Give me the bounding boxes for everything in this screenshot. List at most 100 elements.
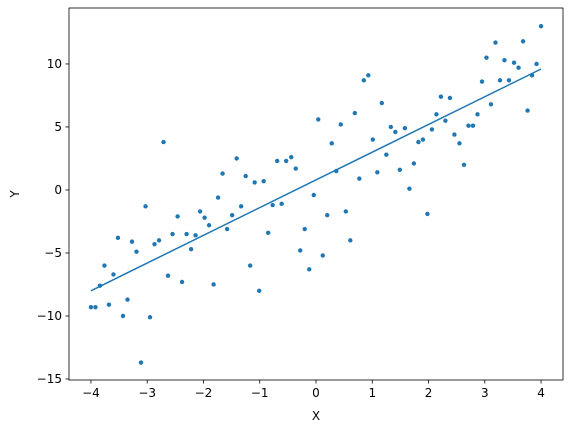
scatter-point xyxy=(215,195,221,200)
scatter-point xyxy=(165,273,171,278)
scatter-point xyxy=(506,78,512,83)
scatter-point xyxy=(438,94,444,99)
scatter-point xyxy=(184,231,189,237)
y-tick-label: −5 xyxy=(44,246,62,260)
scatter-point xyxy=(106,302,112,307)
scatter-point xyxy=(252,180,257,185)
scatter-point xyxy=(502,57,507,63)
scatter-point xyxy=(129,239,135,244)
scatter-point xyxy=(343,209,349,214)
scatter-point xyxy=(211,282,216,287)
scatter-point xyxy=(234,156,239,161)
scatter-point xyxy=(447,95,453,101)
y-axis-label: Y xyxy=(8,190,22,199)
scatter-point xyxy=(202,215,207,220)
scatter-point xyxy=(261,178,266,184)
scatter-point xyxy=(170,231,175,237)
scatter-point xyxy=(88,304,94,310)
scatter-point xyxy=(111,272,116,277)
scatter-point xyxy=(525,108,530,113)
scatter-point xyxy=(520,39,526,44)
scatter-point xyxy=(393,129,398,135)
scatter-point xyxy=(102,263,107,268)
scatter-point xyxy=(316,117,321,122)
scatter-point xyxy=(270,202,275,208)
scatter-point xyxy=(265,230,271,236)
scatter-point xyxy=(479,79,485,84)
scatter-point xyxy=(274,158,280,164)
y-tick-label: 0 xyxy=(54,183,62,197)
scatter-point xyxy=(484,55,489,60)
scatter-point xyxy=(307,267,312,272)
scatter-point xyxy=(407,186,412,191)
scatter-point xyxy=(397,167,403,173)
x-tick-label: −1 xyxy=(251,386,269,400)
scatter-point xyxy=(429,127,435,132)
scatter-point xyxy=(388,124,394,130)
x-tick-label: −2 xyxy=(195,386,213,400)
x-tick-label: 3 xyxy=(481,386,489,400)
scatter-point xyxy=(247,263,253,268)
scatter-point xyxy=(120,313,126,319)
scatter-point xyxy=(325,212,330,218)
x-tick-label: −3 xyxy=(138,386,156,400)
y-tick-label: −10 xyxy=(37,309,62,323)
scatter-point xyxy=(348,238,353,243)
scatter-point xyxy=(452,132,457,137)
scatter-point xyxy=(298,248,303,253)
x-tick-label: −4 xyxy=(82,386,100,400)
scatter-point xyxy=(402,126,408,131)
regression-line xyxy=(90,68,542,292)
x-tick-label: 1 xyxy=(368,386,376,400)
x-tick-label: 4 xyxy=(537,386,545,400)
scatter-point xyxy=(256,288,262,293)
scatter-point xyxy=(425,211,430,217)
scatter-point xyxy=(188,246,194,252)
scatter-point xyxy=(338,122,343,127)
scatter-point xyxy=(193,233,198,238)
axes-frame xyxy=(68,7,564,381)
scatter-point xyxy=(138,360,144,365)
scatter-point xyxy=(461,162,467,167)
x-tick-label: 0 xyxy=(312,386,320,400)
scatter-point xyxy=(320,253,325,258)
scatter-point xyxy=(375,170,380,175)
scatter-point xyxy=(475,112,480,117)
scatter-point xyxy=(357,176,362,181)
scatter-point xyxy=(293,166,298,171)
scatter-point xyxy=(279,201,284,207)
scatter-point xyxy=(497,78,503,83)
scatter-point xyxy=(538,23,544,29)
scatter-point xyxy=(302,226,307,232)
scatter-point xyxy=(361,78,367,83)
scatter-point xyxy=(416,139,421,145)
scatter-point xyxy=(224,226,230,232)
scatter-point xyxy=(366,73,371,78)
scatter-point xyxy=(420,137,426,142)
scatter-point xyxy=(289,155,294,160)
scatter-point xyxy=(175,214,180,219)
scatter-point xyxy=(370,137,376,142)
scatter-point xyxy=(143,204,148,209)
scatter-point xyxy=(434,112,439,117)
scatter-point xyxy=(379,100,385,106)
scatter-point xyxy=(311,192,316,198)
scatter-point xyxy=(197,209,203,214)
y-tick-label: 10 xyxy=(47,57,62,71)
x-tick-label: 2 xyxy=(425,386,433,400)
scatter-point xyxy=(488,102,494,107)
scatter-point xyxy=(283,158,289,164)
y-tick-label: 5 xyxy=(54,120,62,134)
scatter-point xyxy=(516,65,521,70)
y-tick-label: −15 xyxy=(37,372,62,386)
scatter-point xyxy=(384,152,389,157)
scatter-point xyxy=(457,141,462,146)
scatter-point xyxy=(243,173,248,179)
scatter-point xyxy=(93,304,98,310)
x-axis-label: X xyxy=(312,409,320,423)
scatter-point xyxy=(329,141,334,146)
scatter-point xyxy=(493,40,498,45)
scatter-point xyxy=(470,123,476,128)
scatter-point xyxy=(220,171,225,176)
